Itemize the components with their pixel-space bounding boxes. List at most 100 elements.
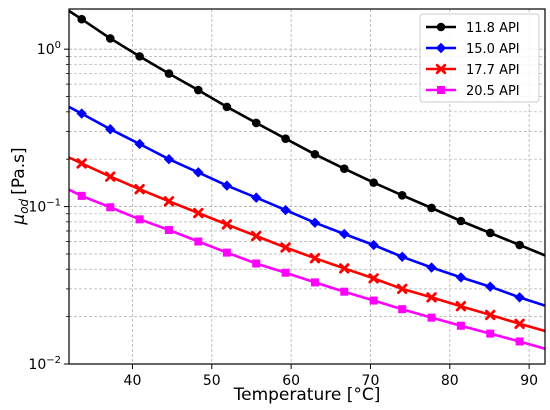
data-point (194, 237, 203, 246)
series-3 (69, 156, 545, 333)
marker-stroke (163, 196, 175, 207)
data-point (281, 134, 290, 143)
data-point (193, 207, 204, 219)
data-point (310, 149, 320, 159)
y-axis-title-symbol: μ (9, 214, 29, 226)
data-point (486, 329, 495, 338)
data-point (222, 102, 232, 112)
x-tick-label: 40 (124, 373, 142, 389)
legend-item: 20.5 API (426, 84, 520, 99)
legend-item: 15.0 API (426, 42, 520, 57)
marker-stroke (134, 183, 145, 195)
series-4 (69, 188, 545, 350)
data-point (105, 124, 116, 135)
legend-marker (435, 42, 447, 54)
y-tick-label: 10−2 (28, 355, 61, 373)
data-point (340, 287, 349, 296)
data-point (105, 171, 116, 182)
data-point (515, 337, 524, 346)
marker-stroke (455, 300, 467, 312)
data-point (135, 52, 144, 61)
x-axis-title: Temperature [°C] (233, 385, 381, 405)
data-point (163, 154, 175, 165)
data-point (339, 263, 350, 274)
data-point (77, 14, 86, 24)
legend-label: 15.0 API (466, 42, 520, 57)
data-point (280, 204, 291, 216)
x-tick-label: 80 (441, 373, 459, 389)
series-line (69, 105, 545, 307)
y-tick-label: 10−1 (28, 198, 61, 216)
y-tick-label: 100 (37, 40, 61, 58)
data-point (222, 248, 231, 257)
data-point (368, 273, 379, 284)
data-point (76, 158, 87, 169)
data-point (309, 217, 321, 228)
series-line (69, 156, 545, 333)
data-point (251, 118, 261, 128)
plot-frame (68, 8, 546, 365)
marker-stroke (221, 219, 233, 230)
marker-stroke (426, 292, 437, 303)
marker-stroke (435, 63, 447, 75)
x-tick-label: 60 (282, 373, 300, 389)
y-tick-label-exponent: −2 (46, 355, 61, 366)
data-point (514, 318, 525, 330)
data-point (134, 138, 145, 150)
y-axis-title-subscript: od (17, 198, 31, 213)
marker-stroke (368, 273, 379, 284)
data-point (280, 242, 291, 253)
series-1 (69, 9, 545, 257)
marker-stroke (251, 230, 262, 242)
legend-box (419, 13, 540, 103)
data-point (251, 192, 262, 203)
data-point (455, 272, 467, 283)
data-point (164, 226, 173, 235)
data-point (339, 164, 349, 174)
data-point (456, 216, 466, 226)
x-tick-label: 90 (520, 373, 538, 389)
y-tick-label-base: 10 (28, 357, 46, 373)
data-point (193, 167, 204, 178)
data-point (397, 190, 407, 200)
legend: 11.8 API 15.0 API 17.7 API 20.5 API (419, 13, 540, 103)
series-line (69, 188, 545, 350)
data-point (456, 321, 465, 330)
data-point (251, 230, 262, 242)
y-axis-title-unit: [Pa.s] (9, 147, 29, 194)
data-point (135, 215, 144, 224)
marker-stroke (309, 253, 321, 264)
data-point (515, 240, 524, 250)
data-point (485, 309, 496, 321)
marker-stroke (280, 242, 291, 253)
series-2 (69, 105, 545, 307)
marker-stroke (396, 283, 408, 295)
data-point (455, 300, 467, 312)
data-point (309, 253, 321, 264)
data-point (221, 219, 233, 230)
data-point (281, 268, 290, 277)
data-point (396, 283, 408, 295)
legend-marker (437, 86, 445, 94)
data-point (369, 178, 378, 187)
legend-item: 11.8 API (426, 21, 520, 36)
data-point (369, 296, 378, 305)
y-tick-label-base: 10 (28, 200, 46, 216)
data-point (194, 85, 203, 95)
marker-stroke (514, 318, 525, 330)
data-point (77, 191, 86, 200)
y-tick-label-exponent: 0 (55, 40, 61, 51)
data-point (427, 203, 436, 213)
marker-stroke (105, 171, 116, 182)
data-point (514, 292, 525, 303)
y-tick-label-exponent: −1 (46, 198, 61, 209)
legend-label: 17.7 API (466, 63, 520, 78)
marker-stroke (485, 309, 496, 321)
series-line (69, 9, 545, 257)
marker-stroke (193, 207, 204, 219)
series-layer (69, 9, 545, 350)
x-tick-label: 70 (362, 373, 380, 389)
